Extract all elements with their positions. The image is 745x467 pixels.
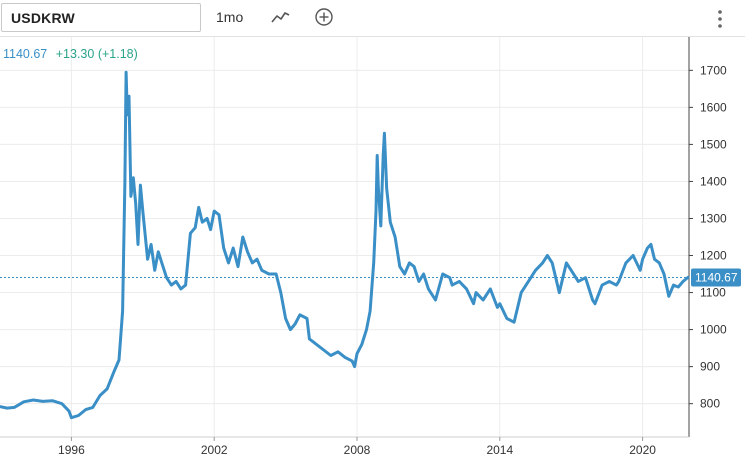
x-tick-label: 2002 [201, 443, 228, 457]
y-tick-label: 900 [700, 360, 720, 374]
y-tick-label: 800 [700, 397, 720, 411]
y-tick-label: 1100 [700, 286, 726, 300]
chart-type-icon[interactable] [268, 6, 294, 33]
more-options-icon[interactable] [712, 8, 728, 35]
y-tick-label: 1600 [700, 100, 727, 114]
y-tick-label: 1300 [700, 211, 727, 225]
price-change: +13.30 (+1.18) [55, 47, 138, 61]
chart-toolbar: USDKRW 1mo [0, 0, 745, 37]
x-tick-label: 2014 [486, 443, 513, 457]
price-chart[interactable]: 800 900 1000 1100 1200 1300 1400 1500 1600 1700 1… [0, 37, 745, 462]
quote-header: 1140.67 +13.30 (+1.18) [3, 47, 138, 61]
x-tick-label: 2008 [344, 443, 371, 457]
interval-selector[interactable]: 1mo [216, 9, 244, 25]
y-tick-label: 1500 [700, 137, 727, 151]
last-price-tag: 1140.67 [691, 268, 741, 287]
series-line [0, 70, 690, 420]
chart-area[interactable]: 800 900 1000 1100 1200 1300 1400 1500 1600 1700 1… [0, 37, 745, 462]
x-tick-label: 2020 [629, 443, 656, 457]
y-tick-label: 1200 [700, 249, 727, 263]
last-price: 1140.67 [3, 47, 48, 61]
y-tick-label: 1000 [700, 323, 727, 337]
svg-text:1140.67: 1140.67 [695, 270, 738, 284]
y-tick-label: 1400 [700, 174, 727, 188]
symbol-input[interactable]: USDKRW [1, 3, 201, 32]
y-tick-label: 1700 [700, 63, 727, 77]
x-tick-label: 1996 [58, 443, 85, 457]
add-indicator-icon[interactable] [313, 6, 337, 35]
